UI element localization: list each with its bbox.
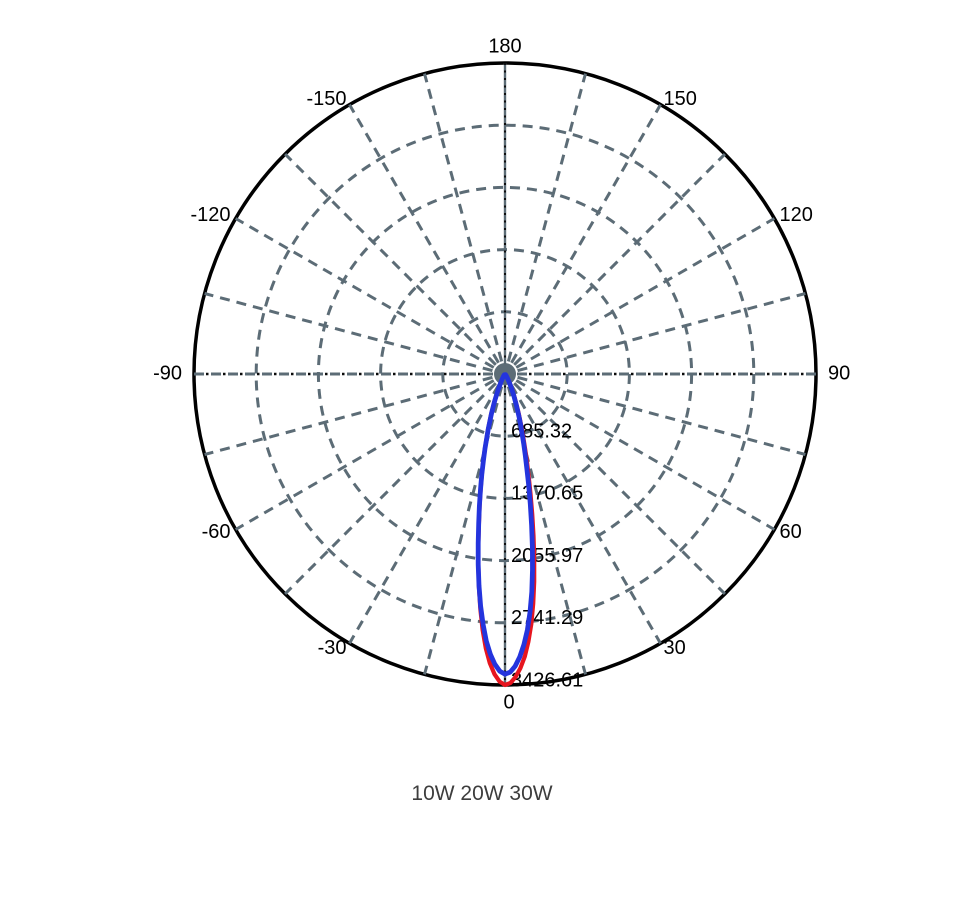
polar-grid-spoke [204,375,493,456]
polar-grid-spoke [204,292,493,373]
polar-grid-spoke [515,217,776,369]
angle-tick-label: 90 [828,362,850,384]
polar-grid-spoke [284,153,497,366]
angle-tick-label: 150 [664,88,697,110]
legend-caption: 10W 20W 30W [411,782,553,805]
angle-tick-label: -150 [306,88,346,110]
polar-grid-spoke [234,217,495,369]
polar-grid-spoke [515,379,776,531]
radial-tick-label: 2741.29 [511,607,583,629]
polar-grid-spoke [510,103,662,364]
polar-grid-spoke [517,292,806,373]
angle-tick-label: 30 [664,637,686,659]
radial-tick-label: 3426.61 [511,669,583,691]
polar-grid-spoke [513,153,726,366]
polar-grid-ring [254,123,756,625]
polar-grid-spoke [423,73,504,362]
angle-tick-label: 120 [780,204,813,226]
angle-tick-label: -30 [318,637,347,659]
angle-tick-label: 0 [503,691,514,713]
angle-tick-label: -120 [190,204,230,226]
radial-tick-label: 685.32 [511,420,572,442]
polar-grid-spoke [517,375,806,456]
polar-grid-spoke [348,103,500,364]
series-path-curve-blue [475,372,535,677]
angle-tick-label: 180 [488,35,521,57]
angle-tick-label: -90 [153,362,182,384]
radial-tick-label: 2055.97 [511,545,583,567]
radial-tick-label: 1370.65 [511,483,583,505]
polar-grid-spoke [506,73,587,362]
polar-grid-spoke [284,382,497,595]
polar-grid-spoke [234,379,495,531]
angle-tick-label: 60 [780,521,802,543]
polar-grid-spoke [348,384,500,645]
angle-tick-label: -60 [202,521,231,543]
